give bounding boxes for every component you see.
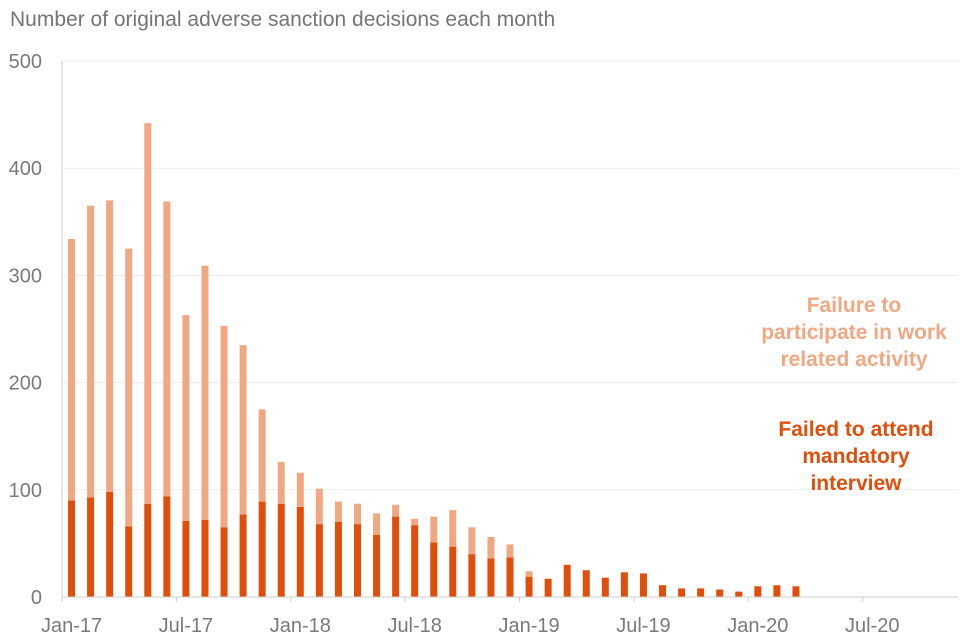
bar-mandatory-interview (601, 577, 609, 597)
y-tick-label: 0 (31, 587, 42, 609)
bar-work-activity (525, 571, 533, 577)
bar-work-activity (277, 461, 285, 504)
bar-mandatory-interview (735, 591, 743, 597)
bar-mandatory-interview (468, 554, 476, 597)
x-tick-label: Jan-17 (41, 615, 102, 637)
x-tick-label: Jan-19 (498, 615, 559, 637)
y-tick-labels: 0 100 200 300 400 500 (9, 51, 42, 609)
bar-work-activity (125, 248, 133, 527)
bar-mandatory-interview (106, 491, 114, 597)
bar-mandatory-interview (563, 564, 571, 597)
bar-mandatory-interview (525, 576, 533, 597)
bars (68, 123, 800, 597)
x-tick-label: Jul-17 (159, 615, 213, 637)
bar-mandatory-interview (87, 497, 95, 597)
bar-work-activity (239, 345, 247, 515)
x-tick-labels: Jan-17 Jul-17 Jan-18 Jul-18 Jan-19 Jul-19 Jan-… (41, 615, 900, 637)
bar-mandatory-interview (659, 585, 667, 597)
bar-work-activity (87, 205, 95, 498)
bar-mandatory-interview (353, 524, 361, 597)
bar-mandatory-interview (678, 588, 686, 597)
bar-mandatory-interview (544, 578, 552, 597)
bar-mandatory-interview (697, 588, 705, 597)
bar-work-activity (182, 315, 190, 521)
bar-work-activity (506, 544, 514, 558)
axes (61, 61, 958, 602)
bar-work-activity (392, 504, 400, 517)
legend-label-mandatory-interview: Failed to attend mandatory interview (778, 418, 934, 495)
x-tick-label: Jan-20 (727, 615, 788, 637)
bar-mandatory-interview (792, 586, 800, 597)
bar-mandatory-interview (487, 558, 495, 597)
bar-mandatory-interview (716, 589, 724, 597)
bar-mandatory-interview (582, 570, 590, 597)
bar-work-activity (468, 527, 476, 555)
bar-work-activity (220, 325, 228, 528)
bar-mandatory-interview (258, 501, 266, 597)
bar-mandatory-interview (220, 527, 228, 597)
bar-mandatory-interview (506, 557, 514, 597)
bar-mandatory-interview (373, 534, 381, 597)
bar-mandatory-interview (277, 503, 285, 597)
bar-work-activity (201, 265, 209, 520)
bar-mandatory-interview (449, 546, 457, 597)
x-tick-label: Jul-20 (845, 615, 899, 637)
x-tick-label: Jan-18 (270, 615, 331, 637)
bar-mandatory-interview (182, 520, 190, 597)
bar-mandatory-interview (411, 525, 419, 597)
bar-mandatory-interview (754, 586, 762, 597)
bar-work-activity (353, 503, 361, 525)
bar-mandatory-interview (239, 514, 247, 597)
bar-mandatory-interview (296, 506, 304, 597)
bar-work-activity (296, 472, 304, 507)
legend-label-work-activity: Failure to participate in work related a… (761, 294, 947, 371)
bar-mandatory-interview (144, 503, 152, 597)
bar-mandatory-interview (315, 524, 323, 597)
chart-title: Number of original adverse sanction deci… (10, 8, 556, 31)
x-tick-label: Jul-18 (387, 615, 441, 637)
bar-work-activity (315, 488, 323, 525)
bar-mandatory-interview (163, 496, 171, 597)
bar-work-activity (106, 200, 114, 492)
bar-mandatory-interview (125, 526, 133, 597)
bar-work-activity (449, 510, 457, 547)
bar-mandatory-interview (620, 572, 628, 597)
bar-work-activity (258, 409, 266, 502)
y-tick-label: 100 (9, 480, 42, 502)
bar-mandatory-interview (68, 500, 76, 597)
bar-work-activity (430, 516, 438, 543)
bar-mandatory-interview (430, 542, 438, 597)
bar-mandatory-interview (334, 521, 342, 597)
gridlines (62, 60, 958, 491)
y-tick-label: 300 (9, 265, 42, 287)
bar-mandatory-interview (639, 573, 647, 597)
bar-work-activity (373, 513, 381, 535)
x-tick-label: Jul-19 (616, 615, 670, 637)
y-tick-label: 400 (9, 158, 42, 180)
bar-mandatory-interview (392, 516, 400, 597)
y-tick-label: 200 (9, 373, 42, 395)
bar-work-activity (68, 238, 76, 501)
bar-work-activity (411, 518, 419, 526)
bar-work-activity (144, 123, 152, 504)
bar-mandatory-interview (201, 519, 209, 597)
y-tick-label: 500 (9, 51, 42, 73)
bar-work-activity (163, 201, 171, 497)
bar-work-activity (334, 501, 342, 522)
bar-mandatory-interview (773, 585, 781, 597)
bar-work-activity (487, 536, 495, 559)
